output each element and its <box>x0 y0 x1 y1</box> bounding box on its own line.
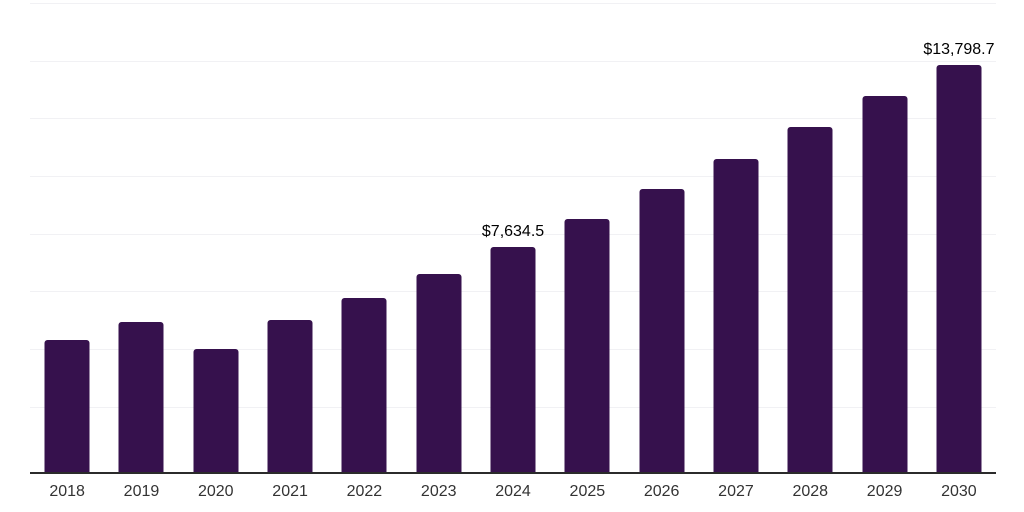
bar-group-2019 <box>104 3 178 472</box>
bar-group-2024: $7,634.5 <box>476 3 550 472</box>
bars-container: $7,634.5 $13,798.7 <box>30 3 996 472</box>
bar-2026 <box>639 188 685 472</box>
x-axis-labels: 2018 2019 2020 2021 2022 2023 2024 2025 2026 2027… <box>30 482 996 502</box>
bar-2027 <box>713 158 759 472</box>
x-axis-label-2020: 2020 <box>197 483 234 500</box>
gridline <box>30 60 996 62</box>
x-axis-label-2027: 2027 <box>718 483 754 500</box>
bar-2024 <box>490 246 536 472</box>
bar-group-2022 <box>327 3 401 472</box>
bar-2030 <box>936 64 982 472</box>
x-axis-label-2030: 2030 <box>941 483 977 500</box>
bar-group-2021 <box>253 3 327 472</box>
bar-2028 <box>787 127 833 472</box>
bar-2021 <box>267 320 313 472</box>
gridline <box>30 3 996 4</box>
bar-2025 <box>564 218 610 472</box>
x-axis-label-2018: 2018 <box>49 483 85 500</box>
x-axis-label-2025: 2025 <box>569 483 606 500</box>
x-axis-label-2029: 2029 <box>866 483 903 500</box>
bar-group-2025 <box>550 3 624 472</box>
x-axis-label-2026: 2026 <box>643 483 680 500</box>
bar-group-2023 <box>402 3 476 472</box>
plot-area: $7,634.5 $13,798.7 <box>30 3 996 474</box>
bar-group-2029 <box>847 3 921 472</box>
x-axis-label-2022: 2022 <box>346 483 383 500</box>
bar-group-2027 <box>699 3 773 472</box>
gridline <box>30 118 996 120</box>
gridline <box>30 176 996 178</box>
value-label-2030: $13,798.7 <box>923 40 995 58</box>
bar-group-2026 <box>625 3 699 472</box>
bar-2020 <box>193 349 239 472</box>
gridline <box>30 233 996 235</box>
bar-2022 <box>341 298 387 472</box>
x-axis-label-2019: 2019 <box>123 483 160 500</box>
x-axis-label-2023: 2023 <box>420 483 457 500</box>
x-axis-line <box>30 472 996 474</box>
x-axis-label-2024: 2024 <box>495 483 531 500</box>
bar-2023 <box>416 273 462 472</box>
bar-group-2018 <box>30 3 104 472</box>
bar-2018 <box>44 339 90 472</box>
value-label-2024: $7,634.5 <box>481 222 545 240</box>
x-axis-label-2028: 2028 <box>792 483 829 500</box>
bar-group-2028 <box>773 3 847 472</box>
bar-group-2030: $13,798.7 <box>922 3 996 472</box>
bar-2029 <box>862 96 908 472</box>
bar-group-2020 <box>179 3 253 472</box>
x-axis-label-2021: 2021 <box>272 483 308 500</box>
bar-2019 <box>118 321 164 472</box>
